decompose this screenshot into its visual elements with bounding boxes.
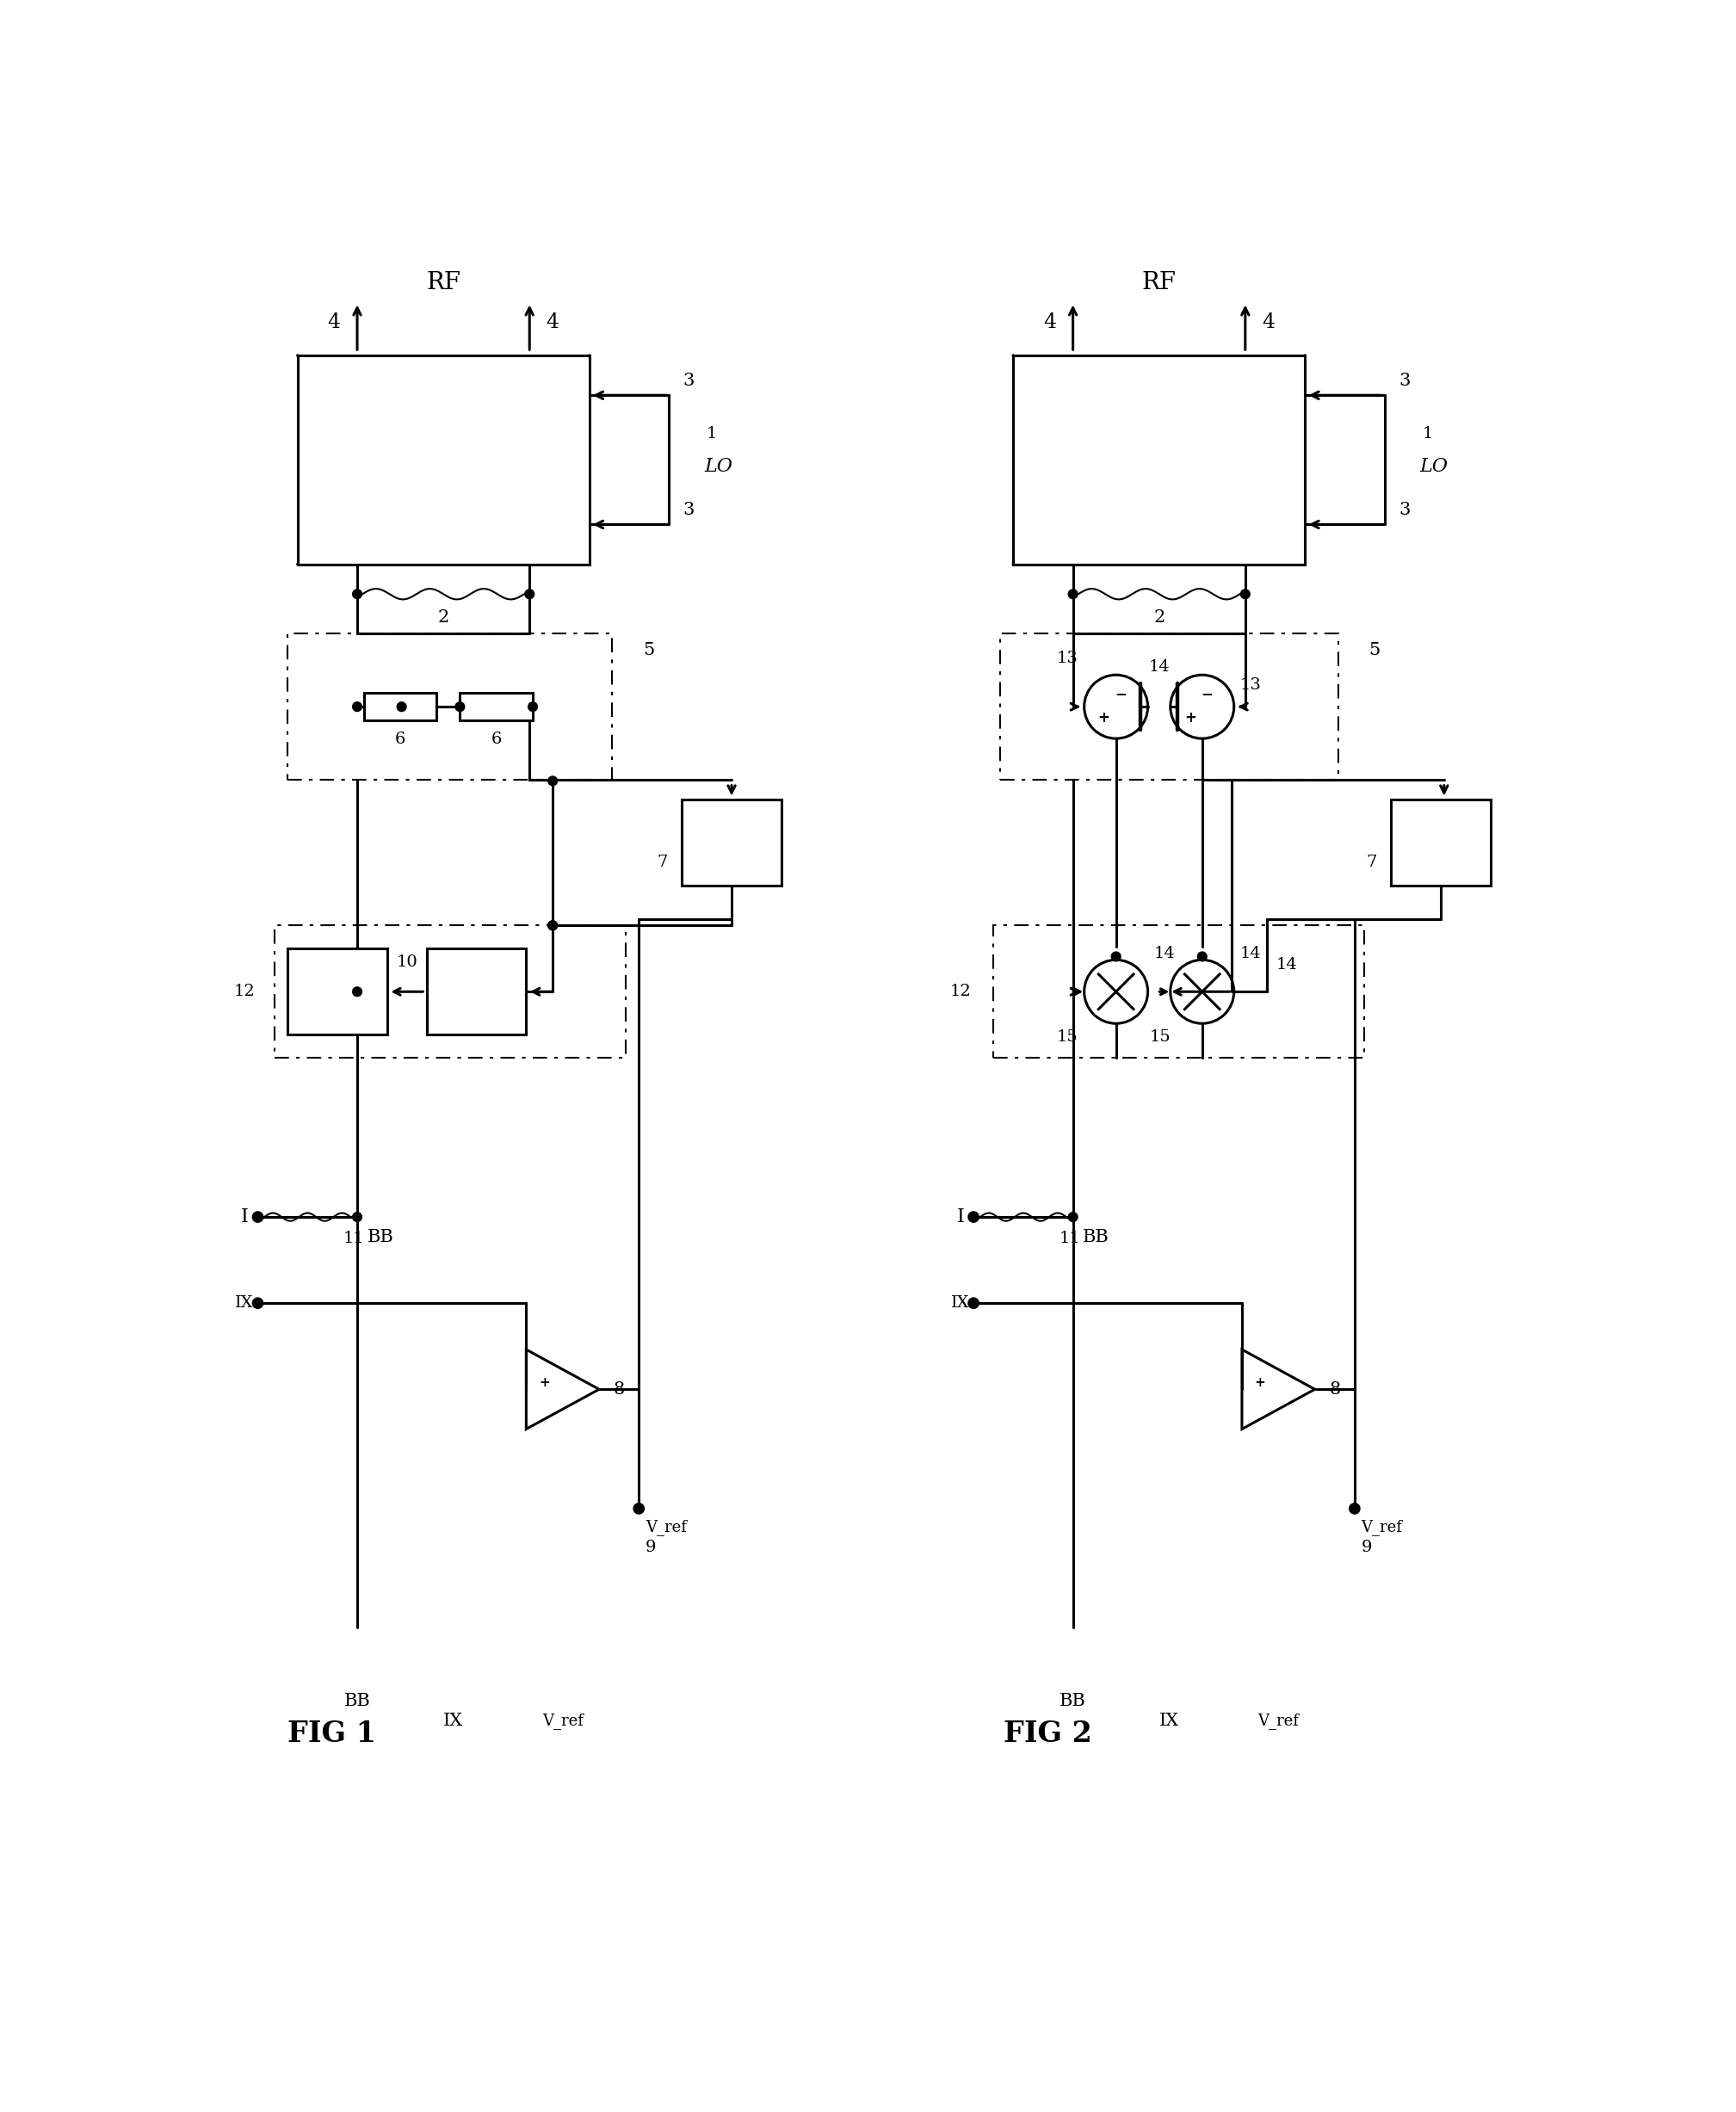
Text: V_ref: V_ref [1259, 1713, 1299, 1730]
Text: IX: IX [236, 1295, 253, 1312]
Bar [1391, 800, 1491, 885]
Text: 4: 4 [328, 313, 340, 332]
Text: 12: 12 [950, 984, 970, 999]
Text: V_ref: V_ref [1361, 1519, 1403, 1535]
Text: 11: 11 [1059, 1231, 1080, 1246]
Text: 9: 9 [1361, 1540, 1371, 1554]
Circle shape [352, 1212, 361, 1221]
Text: 2: 2 [437, 608, 450, 625]
Bar [365, 693, 437, 720]
Text: LO: LO [1420, 458, 1448, 477]
Text: −: − [1115, 686, 1127, 701]
Text: 2: 2 [1153, 608, 1165, 625]
Bar [274, 925, 625, 1058]
Circle shape [1349, 1504, 1359, 1514]
Circle shape [524, 589, 535, 598]
Text: 3: 3 [682, 372, 694, 389]
Text: 1: 1 [707, 427, 717, 441]
Text: 4: 4 [547, 313, 559, 332]
Circle shape [528, 701, 538, 712]
Bar [460, 693, 533, 720]
Circle shape [352, 701, 361, 712]
Circle shape [634, 1504, 644, 1514]
Text: 10: 10 [396, 955, 418, 969]
Text: 3: 3 [1399, 503, 1410, 517]
Circle shape [455, 701, 465, 712]
Text: 7: 7 [656, 855, 667, 870]
Text: 1: 1 [1422, 427, 1432, 441]
Text: IX: IX [443, 1713, 464, 1730]
Text: 3: 3 [682, 503, 694, 517]
Text: 15: 15 [1149, 1029, 1172, 1045]
Text: 11: 11 [344, 1231, 365, 1246]
Circle shape [1068, 589, 1078, 598]
Circle shape [1198, 953, 1207, 961]
Text: 15: 15 [1057, 1029, 1078, 1045]
Text: +: + [1184, 710, 1196, 727]
Text: I: I [957, 1208, 963, 1227]
Text: +: + [538, 1377, 550, 1390]
Text: 5: 5 [642, 642, 654, 659]
Text: 6: 6 [491, 731, 502, 748]
Text: +: + [1255, 1377, 1266, 1390]
Text: 12: 12 [234, 984, 255, 999]
Bar [993, 925, 1364, 1058]
Circle shape [352, 589, 361, 598]
Text: RF: RF [1142, 270, 1177, 294]
Circle shape [252, 1299, 264, 1309]
Circle shape [1111, 953, 1121, 961]
Text: LO: LO [705, 458, 733, 477]
Text: V_ref: V_ref [542, 1713, 583, 1730]
Text: BB: BB [1083, 1229, 1109, 1246]
Text: IX: IX [1160, 1713, 1179, 1730]
Text: V_ref: V_ref [646, 1519, 687, 1535]
Text: 7: 7 [1366, 855, 1377, 870]
Text: 9: 9 [646, 1540, 656, 1554]
Text: 14: 14 [1276, 957, 1297, 974]
Circle shape [969, 1212, 979, 1223]
Circle shape [352, 986, 361, 997]
Text: 5: 5 [1368, 642, 1380, 659]
Text: 4: 4 [1262, 313, 1274, 332]
Circle shape [549, 777, 557, 786]
Circle shape [549, 921, 557, 929]
Bar [288, 948, 387, 1035]
Text: 13: 13 [1240, 678, 1262, 693]
Text: 8: 8 [1330, 1381, 1340, 1398]
Text: FIG 2: FIG 2 [1003, 1719, 1092, 1749]
Text: RF: RF [425, 270, 460, 294]
Bar [427, 948, 526, 1035]
Text: I: I [241, 1208, 248, 1227]
Text: FIG 1: FIG 1 [288, 1719, 377, 1749]
Circle shape [549, 921, 557, 929]
Text: 14: 14 [1149, 659, 1170, 674]
Text: 3: 3 [1399, 372, 1410, 389]
Text: 6: 6 [396, 731, 406, 748]
Text: BB: BB [366, 1229, 394, 1246]
Text: 4: 4 [1043, 313, 1055, 332]
Circle shape [252, 1212, 264, 1223]
Circle shape [1068, 1212, 1078, 1221]
Bar [288, 634, 613, 779]
Circle shape [1241, 589, 1250, 598]
Bar [682, 800, 781, 885]
Circle shape [398, 701, 406, 712]
Bar [297, 355, 589, 564]
Text: 13: 13 [1057, 650, 1078, 665]
Bar [1014, 355, 1305, 564]
Text: 8: 8 [613, 1381, 625, 1398]
Text: 14: 14 [1154, 946, 1175, 961]
Text: −: − [1201, 686, 1213, 701]
Text: BB: BB [344, 1692, 370, 1709]
Text: 14: 14 [1240, 946, 1262, 961]
Bar [1000, 634, 1338, 779]
Text: BB: BB [1059, 1692, 1087, 1709]
Circle shape [969, 1299, 979, 1309]
Text: +: + [1097, 710, 1109, 727]
Text: IX: IX [951, 1295, 969, 1312]
